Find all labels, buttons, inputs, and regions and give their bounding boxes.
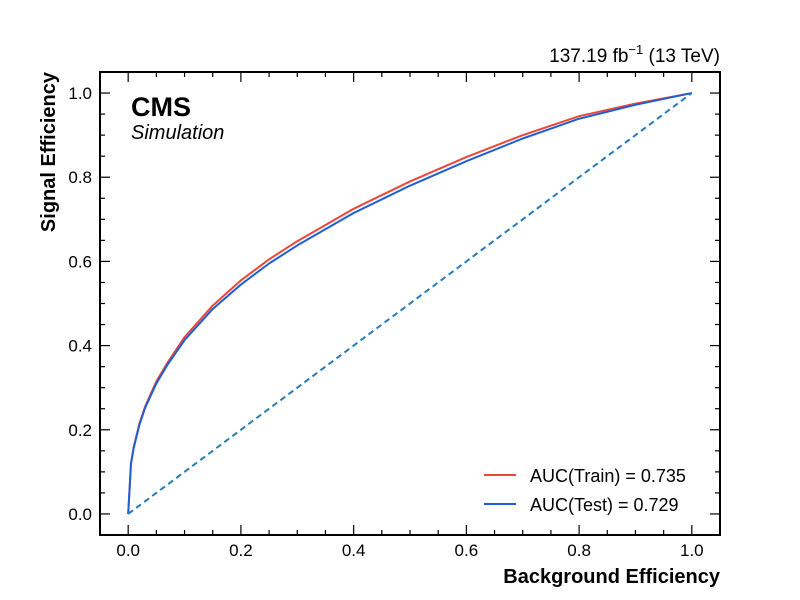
axis-tick-labels: 0.0 0.2 0.4 0.6 0.8 1.0 0.0 0.2 0.4 0.6 0.8 1.0 [68, 84, 703, 560]
x-tick-label: 0.0 [116, 541, 140, 560]
legend-label-test: AUC(Test) = 0.729 [530, 495, 679, 515]
experiment-sublabel: Simulation [131, 122, 224, 144]
x-axis-title: Background Efficiency [503, 566, 721, 588]
roc-curve-test [127, 92, 693, 515]
experiment-label: CMS [131, 92, 191, 122]
series-layer [127, 92, 693, 515]
x-tick-label: 0.6 [455, 541, 479, 560]
y-tick-label: 1.0 [68, 84, 92, 103]
y-tick-label: 0.4 [68, 337, 92, 356]
x-tick-label: 1.0 [680, 541, 704, 560]
legend: AUC(Train) = 0.735 AUC(Test) = 0.729 [484, 466, 686, 515]
y-tick-label: 0.0 [68, 505, 92, 524]
luminosity-exponent: −1 [628, 42, 643, 57]
luminosity-label: 137.19 fb−1 (13 TeV) [549, 42, 720, 67]
y-tick-label: 0.2 [68, 421, 92, 440]
luminosity-energy: (13 TeV) [643, 46, 720, 67]
y-axis-title: Signal Efficiency [38, 71, 60, 232]
y-tick-label: 0.8 [68, 168, 92, 187]
y-tick-label: 0.6 [68, 252, 92, 271]
x-tick-label: 0.2 [229, 541, 253, 560]
plot-frame [99, 71, 721, 536]
luminosity-value: 137.19 fb [549, 46, 628, 67]
random-diagonal [127, 92, 693, 515]
legend-label-train: AUC(Train) = 0.735 [530, 466, 686, 486]
x-tick-label: 0.8 [567, 541, 591, 560]
x-tick-label: 0.4 [342, 541, 366, 560]
